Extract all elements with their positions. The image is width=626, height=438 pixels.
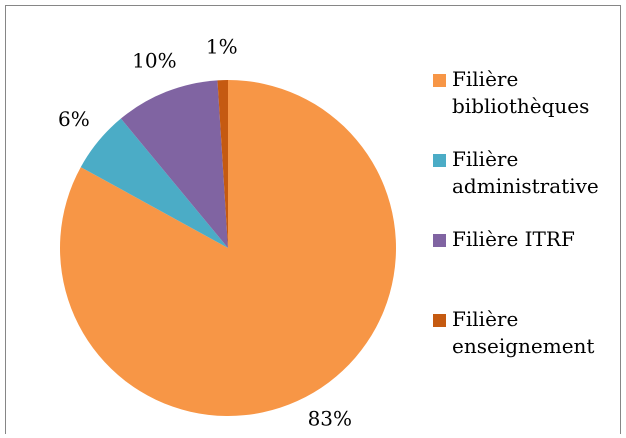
legend-swatch xyxy=(433,314,446,327)
data-label: 10% xyxy=(132,49,176,73)
pie-slice xyxy=(217,80,228,248)
legend-label: Filière administrative xyxy=(452,147,599,198)
legend-item: Filière bibliothèques xyxy=(430,66,620,146)
data-label: 6% xyxy=(58,107,90,131)
legend-item: Filière ITRF xyxy=(430,226,620,306)
chart-border xyxy=(5,5,621,438)
legend-label: Filière enseignement xyxy=(452,307,595,358)
pie-slice xyxy=(80,118,228,248)
legend: Filière bibliothèques Filière administrat… xyxy=(430,66,620,386)
pie-slice xyxy=(120,80,228,248)
data-label: 1% xyxy=(206,35,238,59)
data-label: 83% xyxy=(308,407,352,431)
legend-swatch xyxy=(433,154,446,167)
legend-item: Filière administrative xyxy=(430,146,620,226)
legend-swatch xyxy=(433,234,446,247)
legend-item: Filière enseignement xyxy=(430,306,620,386)
legend-swatch xyxy=(433,74,446,87)
legend-label: Filière bibliothèques xyxy=(452,67,590,118)
legend-label: Filière ITRF xyxy=(452,227,575,251)
